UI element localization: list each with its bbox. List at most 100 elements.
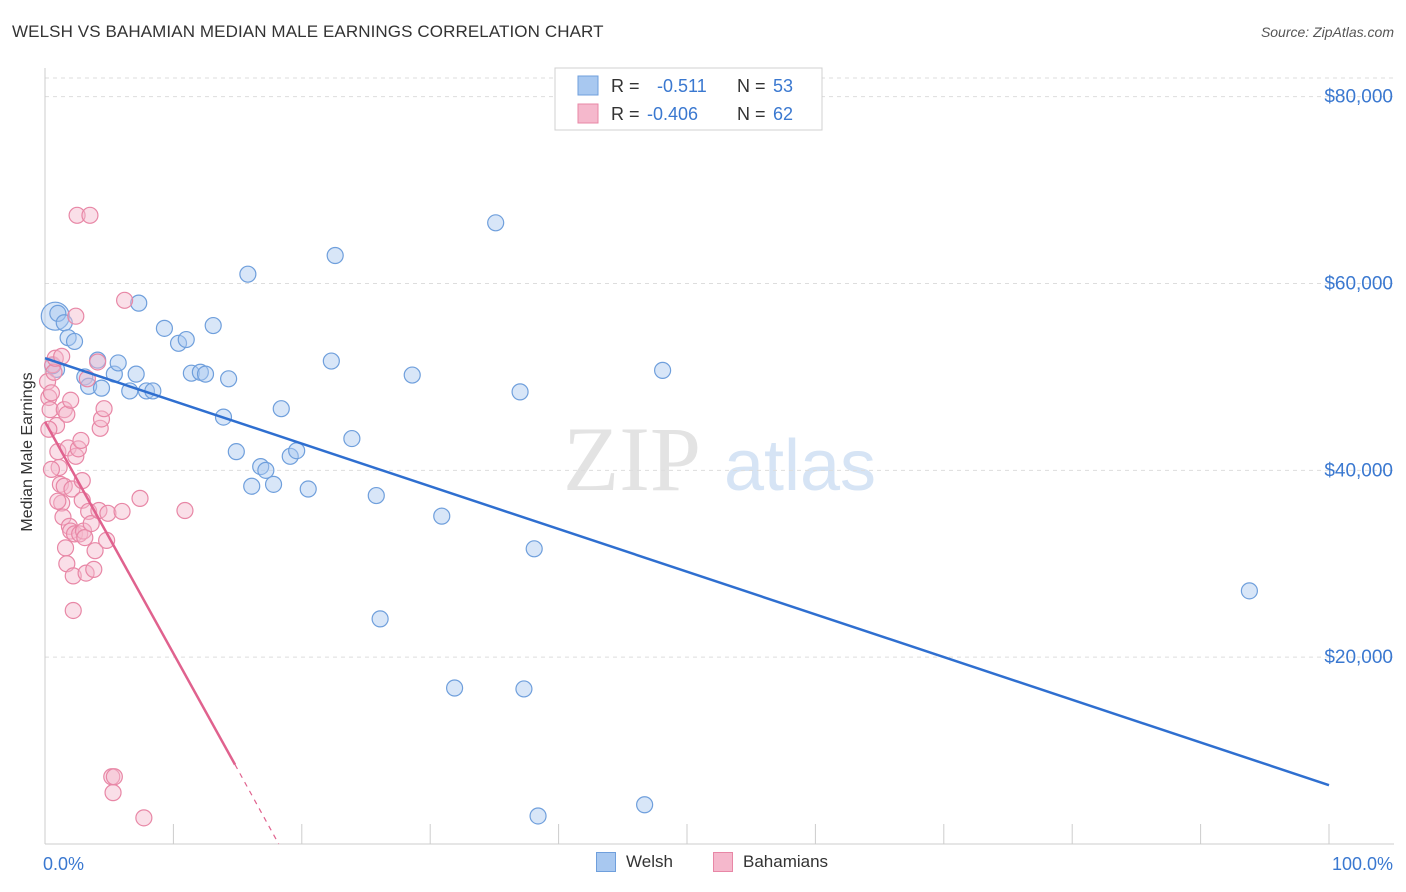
welsh-point <box>109 354 127 372</box>
welsh-point <box>529 807 547 825</box>
legend-swatch-welsh <box>577 75 599 96</box>
bahamian-points <box>38 206 194 827</box>
legend-bottom: Welsh Bahamians <box>0 852 1406 878</box>
welsh-point <box>326 246 344 265</box>
bahamian-point <box>55 401 73 419</box>
bahamian-point <box>95 400 113 418</box>
welsh-point <box>220 370 238 388</box>
legend-swatch-bahamians-bottom <box>713 852 733 872</box>
bahamian-point <box>41 401 59 419</box>
legend-welsh-r-label: R = <box>611 76 640 96</box>
bahamian-point <box>113 502 131 521</box>
bahamian-point <box>42 460 61 479</box>
welsh-point <box>288 442 306 460</box>
bahamian-point <box>42 384 61 402</box>
welsh-point <box>525 540 543 558</box>
welsh-point <box>264 475 283 493</box>
bahamian-point <box>82 514 100 533</box>
welsh-point <box>243 477 261 495</box>
bahamian-point <box>104 784 122 802</box>
legend-box <box>554 67 823 131</box>
welsh-point <box>227 443 245 461</box>
bahamian-point <box>99 504 117 522</box>
bahamian-point <box>131 489 149 507</box>
legend-bahamian-n-label: N = <box>737 104 766 124</box>
welsh-point <box>92 379 111 397</box>
bahamian-point <box>54 508 72 526</box>
chart-title: WELSH VS BAHAMIAN MEDIAN MALE EARNINGS C… <box>12 22 604 41</box>
welsh-point <box>182 364 200 382</box>
bahamian-trend-line <box>43 421 237 766</box>
bahamian-point <box>176 501 194 520</box>
welsh-point <box>204 316 222 335</box>
legend-welsh-r-value: -0.511 <box>657 76 707 96</box>
watermark-atlas: atlas <box>724 426 876 506</box>
bahamian-point <box>116 291 134 309</box>
bahamian-point <box>72 431 90 450</box>
legend-bahamian-r-label: R = <box>611 104 640 124</box>
bahamian-point <box>85 560 103 578</box>
grid-lines <box>45 77 1394 658</box>
legend-swatch-welsh-bottom <box>596 852 616 872</box>
bahamian-point <box>64 601 82 620</box>
welsh-point <box>487 214 505 232</box>
welsh-point <box>433 507 451 525</box>
bahamian-point <box>64 567 82 585</box>
welsh-point <box>445 679 464 697</box>
x-tick-labels: 0.0% 100.0% <box>43 854 1393 874</box>
bahamian-point <box>86 542 104 560</box>
legend-item-bahamians: Bahamians <box>713 852 828 872</box>
legend-label-bahamians: Bahamians <box>743 852 829 871</box>
welsh-point <box>1240 582 1258 600</box>
axes <box>44 68 1394 845</box>
welsh-point <box>636 796 654 814</box>
welsh-point <box>177 330 195 349</box>
bahamian-point <box>56 539 75 557</box>
x-tick-label-end: 100.0% <box>1332 854 1393 874</box>
welsh-point <box>654 361 672 379</box>
welsh-point <box>65 332 84 351</box>
legend-bahamian-n-value: 62 <box>773 104 793 124</box>
bahamian-point <box>89 353 107 371</box>
bahamian-point <box>105 768 123 786</box>
welsh-point <box>127 365 145 383</box>
bahamian-point <box>67 307 85 325</box>
legend-bahamian-r-value: -0.406 <box>647 104 698 124</box>
welsh-point <box>257 461 275 479</box>
x-tick-label-start: 0.0% <box>43 854 84 874</box>
welsh-point <box>196 365 215 383</box>
watermark: ZIP atlas <box>563 408 876 510</box>
y-tick-labels: $20,000 $40,000 $60,000 $80,000 <box>1324 87 1393 668</box>
legend-welsh-n-label: N = <box>737 76 766 96</box>
bahamian-point <box>58 405 76 423</box>
trend-lines <box>43 357 1330 845</box>
legend-top: R = -0.511 N = 53 R = -0.406 N = 62 <box>554 67 823 131</box>
welsh-point <box>367 486 385 505</box>
legend-item-welsh: Welsh <box>596 852 673 872</box>
y-tick-label: $60,000 <box>1324 274 1393 295</box>
welsh-point <box>299 480 317 498</box>
welsh-points <box>40 214 1258 825</box>
welsh-point <box>322 352 340 370</box>
source-label: Source: ZipAtlas.com <box>1260 24 1394 40</box>
welsh-point <box>515 680 533 698</box>
bahamian-point <box>49 492 67 510</box>
bahamian-point <box>135 809 153 827</box>
welsh-trend-line <box>44 357 1330 787</box>
legend-welsh-n-value: 53 <box>773 76 793 96</box>
welsh-point <box>511 383 529 401</box>
legend-label-welsh: Welsh <box>626 852 673 871</box>
welsh-point <box>371 610 389 628</box>
bahamian-trend-line-extension <box>234 764 280 845</box>
welsh-point <box>239 265 257 283</box>
bahamian-point <box>76 528 94 547</box>
legend-swatch-bahamian <box>577 103 599 124</box>
welsh-point <box>130 294 148 312</box>
bahamian-point <box>68 206 86 224</box>
bahamian-point <box>45 363 63 381</box>
watermark-zip: ZIP <box>563 408 701 510</box>
y-tick-label: $20,000 <box>1324 647 1393 668</box>
welsh-point <box>343 429 361 448</box>
y-tick-label: $40,000 <box>1324 460 1393 481</box>
